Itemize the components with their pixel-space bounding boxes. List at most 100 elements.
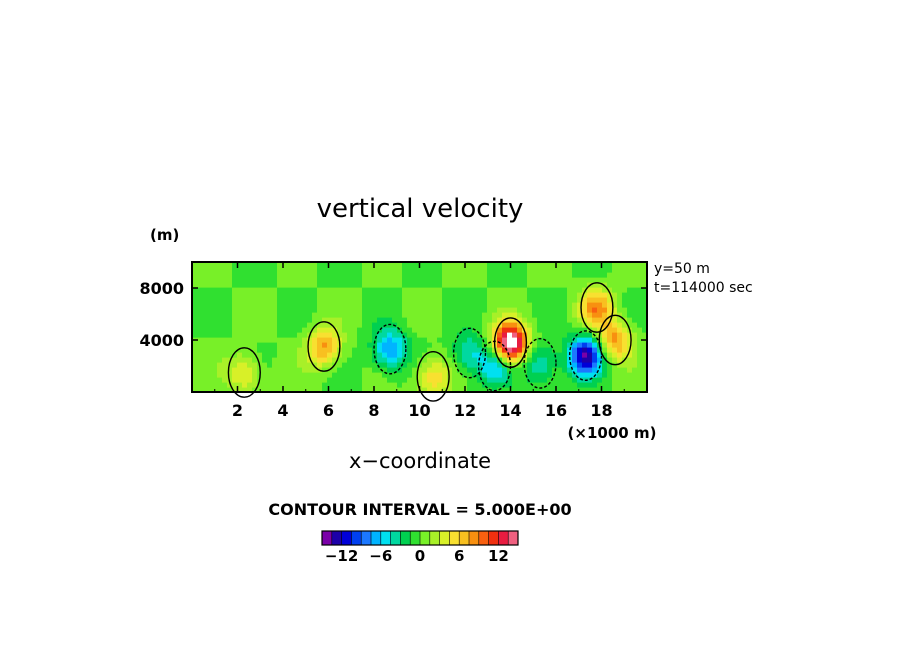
field-cell: [232, 297, 238, 303]
field-cell: [497, 327, 503, 333]
field-cell: [342, 377, 348, 383]
field-cell: [577, 292, 583, 298]
field-cell: [487, 262, 493, 268]
field-cell: [222, 297, 228, 303]
field-cell: [512, 382, 518, 388]
field-cell: [467, 362, 473, 368]
field-cell: [292, 307, 298, 313]
field-cell: [227, 262, 233, 268]
field-cell: [252, 262, 258, 268]
field-cell: [237, 317, 243, 323]
field-cell: [482, 387, 488, 393]
field-cell: [377, 297, 383, 303]
field-cell: [357, 317, 363, 323]
field-cell: [317, 267, 323, 273]
field-cell: [517, 282, 523, 288]
field-cell: [337, 387, 343, 393]
field-cell: [602, 287, 608, 293]
field-cell: [537, 277, 543, 283]
field-cell: [397, 322, 403, 328]
field-cell: [387, 367, 393, 373]
field-cell: [517, 327, 523, 333]
field-cell: [557, 262, 563, 268]
field-cell: [447, 322, 453, 328]
field-cell: [597, 317, 603, 323]
field-cell: [502, 282, 508, 288]
field-cell: [242, 267, 248, 273]
field-cell: [392, 322, 398, 328]
field-cell: [542, 362, 548, 368]
field-cell: [567, 307, 573, 313]
field-cell: [597, 307, 603, 313]
field-cell: [517, 292, 523, 298]
field-cell: [622, 347, 628, 353]
field-cell: [382, 302, 388, 308]
field-cell: [262, 377, 268, 383]
field-cell: [402, 292, 408, 298]
field-cell: [602, 307, 608, 313]
field-cell: [337, 382, 343, 388]
field-cell: [407, 352, 413, 358]
field-cell: [527, 312, 533, 318]
field-cell: [212, 282, 218, 288]
field-cell: [382, 377, 388, 383]
field-cell: [337, 277, 343, 283]
field-cell: [352, 322, 358, 328]
field-cell: [442, 332, 448, 338]
field-cell: [547, 307, 553, 313]
field-cell: [602, 367, 608, 373]
field-cell: [632, 312, 638, 318]
field-cell: [327, 357, 333, 363]
field-cell: [367, 317, 373, 323]
field-cell: [547, 317, 553, 323]
field-cell: [502, 352, 508, 358]
field-cell: [397, 382, 403, 388]
field-cell: [587, 302, 593, 308]
field-cell: [282, 327, 288, 333]
field-cell: [552, 377, 558, 383]
field-cell: [602, 352, 608, 358]
field-cell: [612, 317, 618, 323]
field-cell: [382, 297, 388, 303]
field-cell: [417, 377, 423, 383]
field-cell: [482, 377, 488, 383]
field-cell: [307, 317, 313, 323]
field-cell: [302, 282, 308, 288]
field-cell: [537, 387, 543, 393]
field-cell: [612, 382, 618, 388]
field-cell: [602, 322, 608, 328]
field-cell: [432, 307, 438, 313]
field-cell: [472, 387, 478, 393]
field-cell: [637, 362, 643, 368]
field-cell: [277, 302, 283, 308]
field-cell: [282, 307, 288, 313]
field-cell: [542, 262, 548, 268]
field-cell: [587, 262, 593, 268]
field-cell: [457, 327, 463, 333]
field-cell: [357, 302, 363, 308]
field-cell: [547, 357, 553, 363]
field-cell: [232, 272, 238, 278]
field-cell: [252, 307, 258, 313]
colorbar-swatch: [478, 531, 489, 545]
colorbar-swatch: [361, 531, 372, 545]
field-cell: [522, 322, 528, 328]
field-cell: [197, 307, 203, 313]
field-cell: [277, 352, 283, 358]
field-cell: [377, 292, 383, 298]
field-cell: [537, 367, 543, 373]
field-cell: [332, 282, 338, 288]
field-cell: [367, 382, 373, 388]
field-cell: [192, 322, 198, 328]
field-cell: [232, 332, 238, 338]
field-cell: [427, 377, 433, 383]
field-cell: [482, 307, 488, 313]
field-cell: [487, 297, 493, 303]
field-cell: [367, 272, 373, 278]
field-cell: [227, 327, 233, 333]
field-cell: [522, 262, 528, 268]
field-cell: [417, 322, 423, 328]
field-cell: [282, 357, 288, 363]
field-cell: [577, 272, 583, 278]
field-cell: [277, 377, 283, 383]
